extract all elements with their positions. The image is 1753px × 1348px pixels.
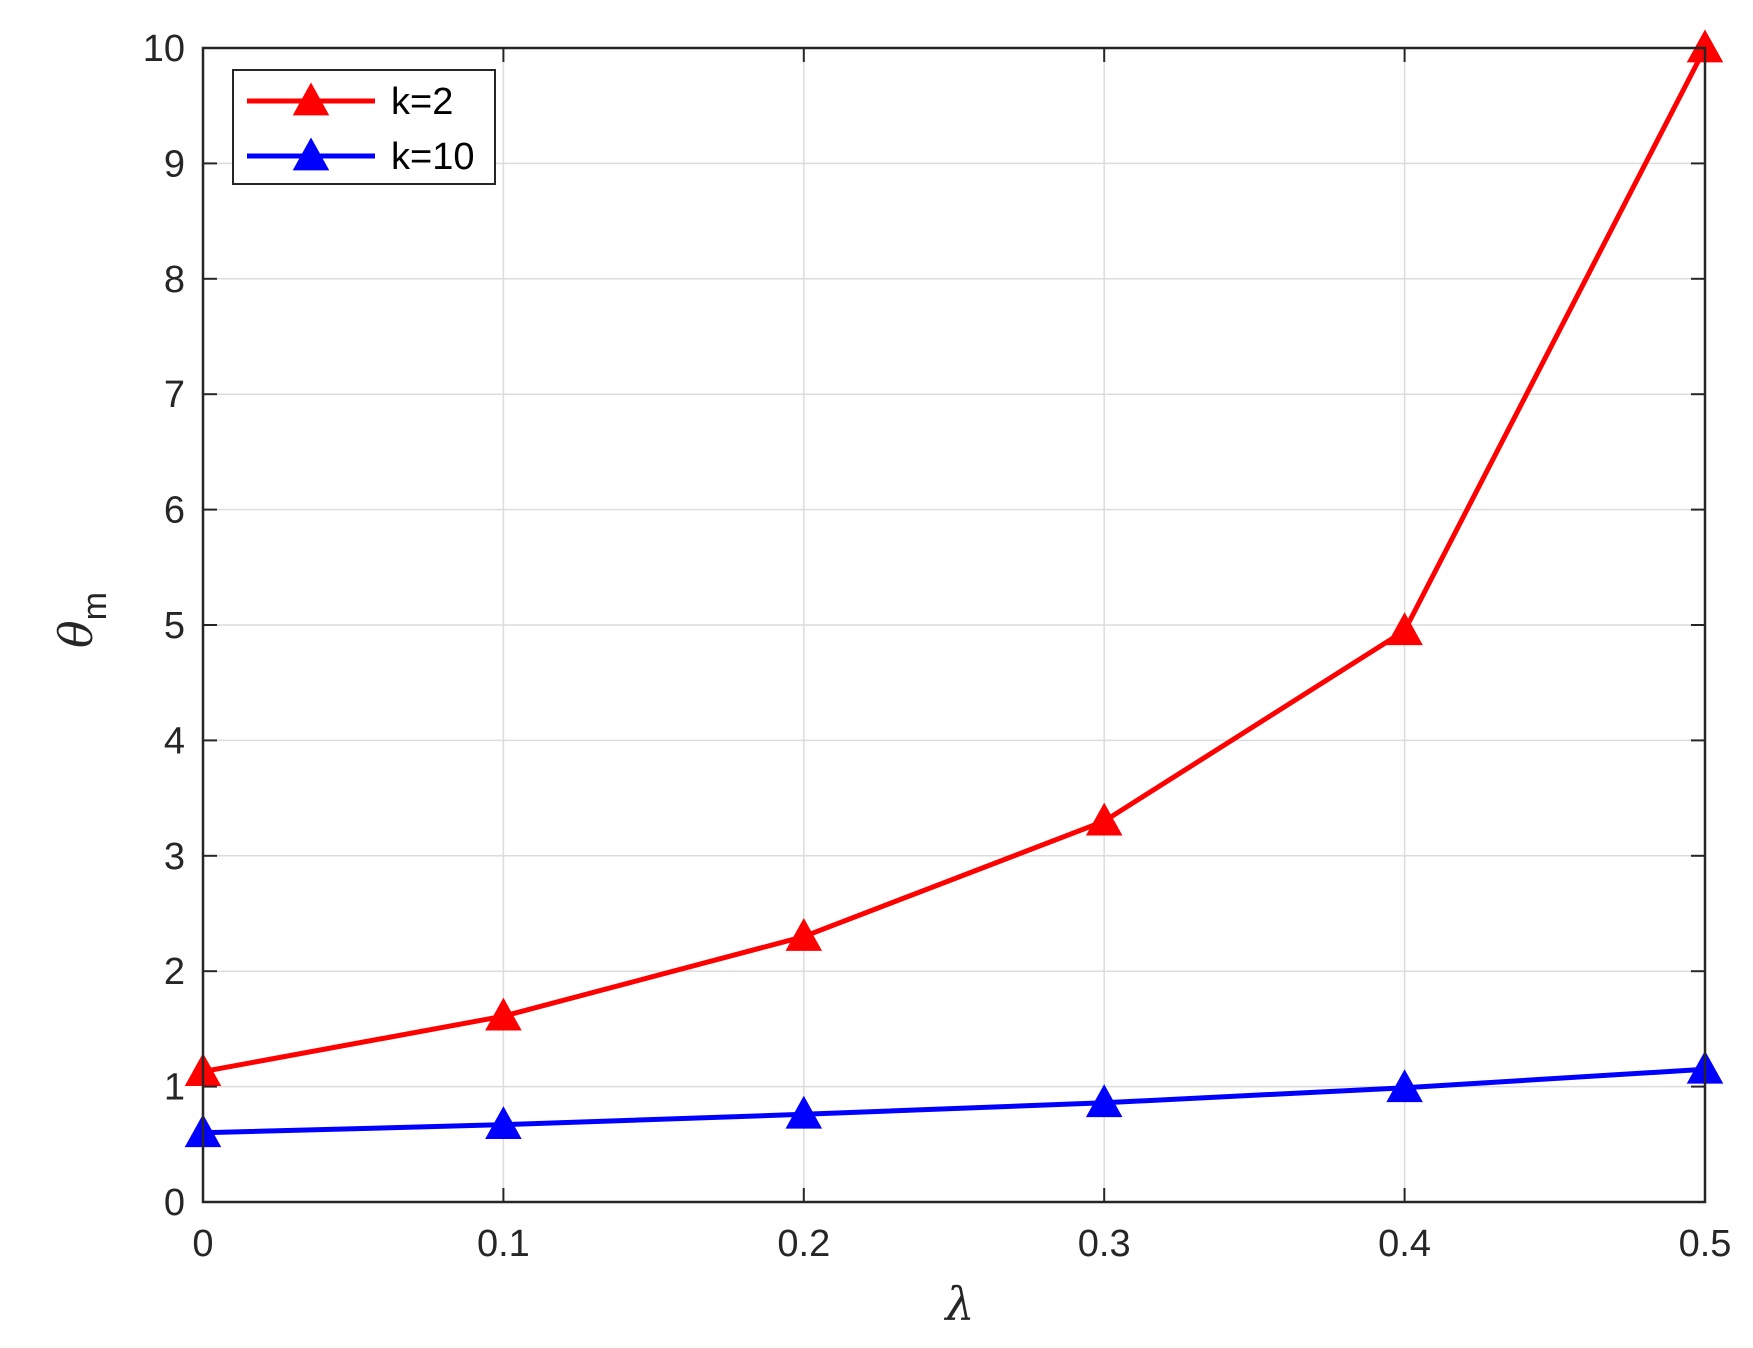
y-tick-label: 2 <box>164 951 185 993</box>
legend-box <box>232 69 496 185</box>
x-tick-label: 0.2 <box>777 1223 830 1265</box>
data-point-marker <box>485 997 522 1031</box>
y-tick-label: 6 <box>164 490 185 532</box>
y-tick-label: 7 <box>164 374 185 416</box>
y-tick-label: 0 <box>164 1182 185 1224</box>
data-point-marker <box>1085 1084 1123 1118</box>
series-line <box>202 46 1708 1075</box>
data-point-marker <box>1386 612 1423 646</box>
y-tick-label: 1 <box>164 1067 185 1109</box>
x-tick-label: 0.3 <box>1078 1223 1131 1265</box>
legend: k=2 k=10 <box>232 69 496 185</box>
y-tick-label: 8 <box>164 259 185 301</box>
y-axis-label-subscript: m <box>76 592 114 620</box>
data-point-marker <box>785 1095 823 1129</box>
y-tick-label: 9 <box>164 143 185 185</box>
data-point-marker <box>1386 1069 1423 1103</box>
legend-marker <box>292 82 330 116</box>
x-tick-label: 0.5 <box>1679 1223 1732 1265</box>
x-tick-label: 0 <box>192 1223 213 1265</box>
x-tick-label: 0.4 <box>1378 1223 1431 1265</box>
data-point-marker <box>485 1106 522 1140</box>
axes-frame <box>201 46 1707 1204</box>
y-tick-label: 4 <box>164 720 185 762</box>
y-axis-label: θm <box>49 592 114 648</box>
legend-marker <box>292 137 330 171</box>
svg-text:θm: θm <box>49 592 114 648</box>
data-point-marker <box>1085 802 1123 836</box>
legend-label: k=10 <box>391 136 474 178</box>
y-tick-label: 3 <box>164 836 185 878</box>
y-axis-label-symbol: θ <box>49 620 103 648</box>
legend-label: k=2 <box>391 81 453 123</box>
x-axis-label: λ <box>943 1277 974 1331</box>
legend-item-2: k=10 <box>247 136 474 178</box>
y-tick-label: 10 <box>143 28 185 70</box>
y-tick-label: 5 <box>164 605 185 647</box>
series-line <box>202 1066 1706 1136</box>
x-tick-label: 0.1 <box>477 1223 530 1265</box>
data-point-marker <box>785 918 823 951</box>
legend-item-1: k=2 <box>247 81 453 123</box>
tick-labels: 0 0.1 0.2 0.3 0.4 0.5 0 1 2 3 4 5 6 7 8 9 10 <box>143 28 1732 1265</box>
series-layer <box>184 29 1724 1148</box>
